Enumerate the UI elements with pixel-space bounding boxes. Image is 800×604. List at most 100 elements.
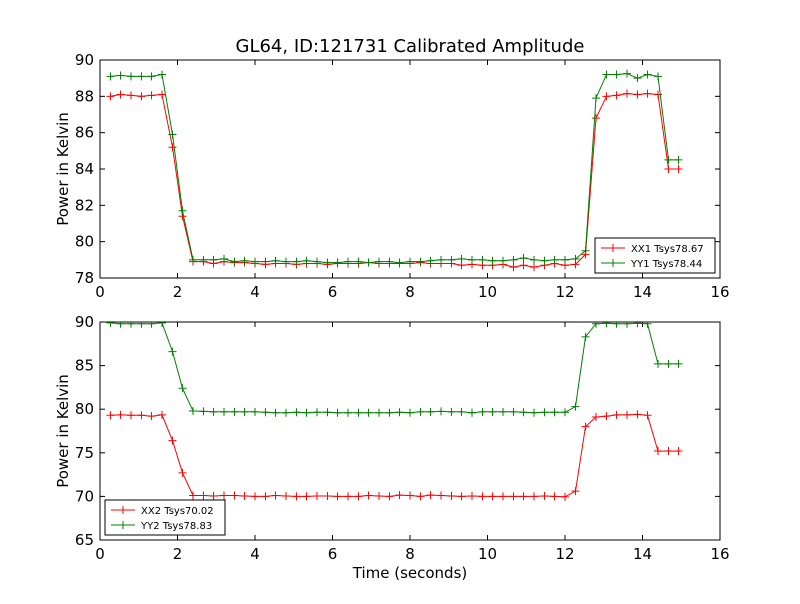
legend-entry: YY2 Tsys78.83: [140, 521, 212, 532]
data-point: [354, 257, 363, 266]
data-point: [633, 90, 642, 99]
data-point: [416, 407, 425, 416]
y-tick-label: 75: [75, 444, 94, 462]
data-point: [271, 256, 280, 265]
data-point: [323, 491, 332, 500]
data-point: [416, 257, 425, 266]
y-tick-label: 70: [75, 487, 94, 505]
data-point: [561, 408, 569, 417]
data-point: [385, 408, 394, 417]
data-point: [437, 407, 445, 416]
data-point: [499, 492, 507, 501]
data-point: [147, 412, 156, 421]
data-point: [189, 491, 197, 500]
data-point: [313, 408, 321, 417]
data-point: [447, 407, 456, 416]
data-point: [623, 322, 631, 328]
data-point: [478, 255, 487, 264]
data-point: [457, 254, 466, 263]
data-point: [127, 322, 135, 328]
data-point: [127, 91, 135, 100]
data-point: [550, 255, 559, 264]
chart-panel-1: 0 2 4 6 8 10 12 14 16 78 80 82 84 86 88 90 Power in Kelv…: [54, 51, 730, 301]
data-point: [323, 408, 332, 417]
data-point: [230, 257, 239, 266]
legend-entry: XX2 Tsys70.02: [141, 506, 214, 517]
x-tick-label: 6: [328, 545, 338, 563]
data-point: [137, 322, 146, 328]
data-point: [406, 408, 414, 417]
data-point: [581, 332, 590, 341]
data-point: [220, 254, 228, 263]
data-point: [354, 492, 363, 501]
data-point: [127, 411, 135, 420]
data-point: [261, 492, 270, 501]
x-tick-label: 14: [633, 283, 652, 301]
data-point: [674, 165, 683, 173]
data-point: [561, 255, 569, 264]
data-point: [674, 155, 683, 164]
y-tick-label: 88: [75, 87, 94, 105]
data-point: [209, 407, 218, 416]
x-tick-label: 14: [633, 545, 652, 563]
data-point: [168, 143, 177, 152]
data-point: [240, 407, 249, 416]
data-point: [437, 491, 445, 500]
data-point: [106, 92, 115, 101]
data-point: [581, 422, 590, 431]
data-point: [395, 258, 404, 267]
series-2: [106, 69, 683, 267]
data-point: [664, 155, 673, 164]
data-point: [282, 408, 290, 417]
y-tick-label: 78: [75, 269, 94, 287]
data-point: [282, 491, 290, 500]
data-point: [426, 256, 435, 265]
data-point: [375, 257, 383, 266]
data-point: [571, 487, 580, 496]
x-tick-label: 16: [710, 283, 729, 301]
data-point: [333, 492, 342, 501]
legend-marker: [119, 521, 127, 529]
data-point: [468, 255, 476, 264]
data-point: [540, 408, 549, 417]
data-point: [457, 407, 466, 416]
data-point: [447, 255, 456, 264]
data-point: [633, 410, 642, 419]
data-point: [674, 447, 683, 456]
data-point: [499, 256, 507, 265]
data-point: [488, 256, 497, 265]
data-point: [209, 255, 218, 264]
data-point: [633, 74, 642, 83]
data-point: [323, 258, 332, 267]
data-point: [509, 492, 518, 501]
data-point: [612, 70, 621, 79]
legend: XX1 Tsys78.67 YY1 Tsys78.44: [594, 237, 716, 274]
data-point: [106, 72, 115, 81]
data-point: [230, 407, 239, 416]
data-point: [168, 436, 177, 445]
x-tick-label: 4: [250, 283, 260, 301]
data-point: [230, 491, 239, 500]
data-point: [468, 491, 476, 500]
data-point: [199, 255, 208, 264]
data-point: [530, 492, 538, 501]
data-point: [292, 492, 301, 501]
data-point: [488, 407, 497, 416]
data-point: [602, 412, 611, 421]
data-point: [333, 408, 342, 417]
data-point: [643, 89, 652, 98]
data-point: [592, 413, 600, 422]
data-point: [478, 407, 487, 416]
data-point: [158, 70, 166, 79]
x-tick-label: 6: [328, 283, 338, 301]
data-point: [592, 114, 600, 123]
data-point: [116, 410, 125, 419]
data-point: [313, 257, 321, 266]
data-point: [147, 91, 156, 100]
data-point: [530, 263, 538, 272]
data-point: [664, 359, 673, 368]
data-point: [643, 70, 652, 79]
data-point: [581, 246, 590, 255]
y-tick-label: 90: [75, 313, 94, 331]
